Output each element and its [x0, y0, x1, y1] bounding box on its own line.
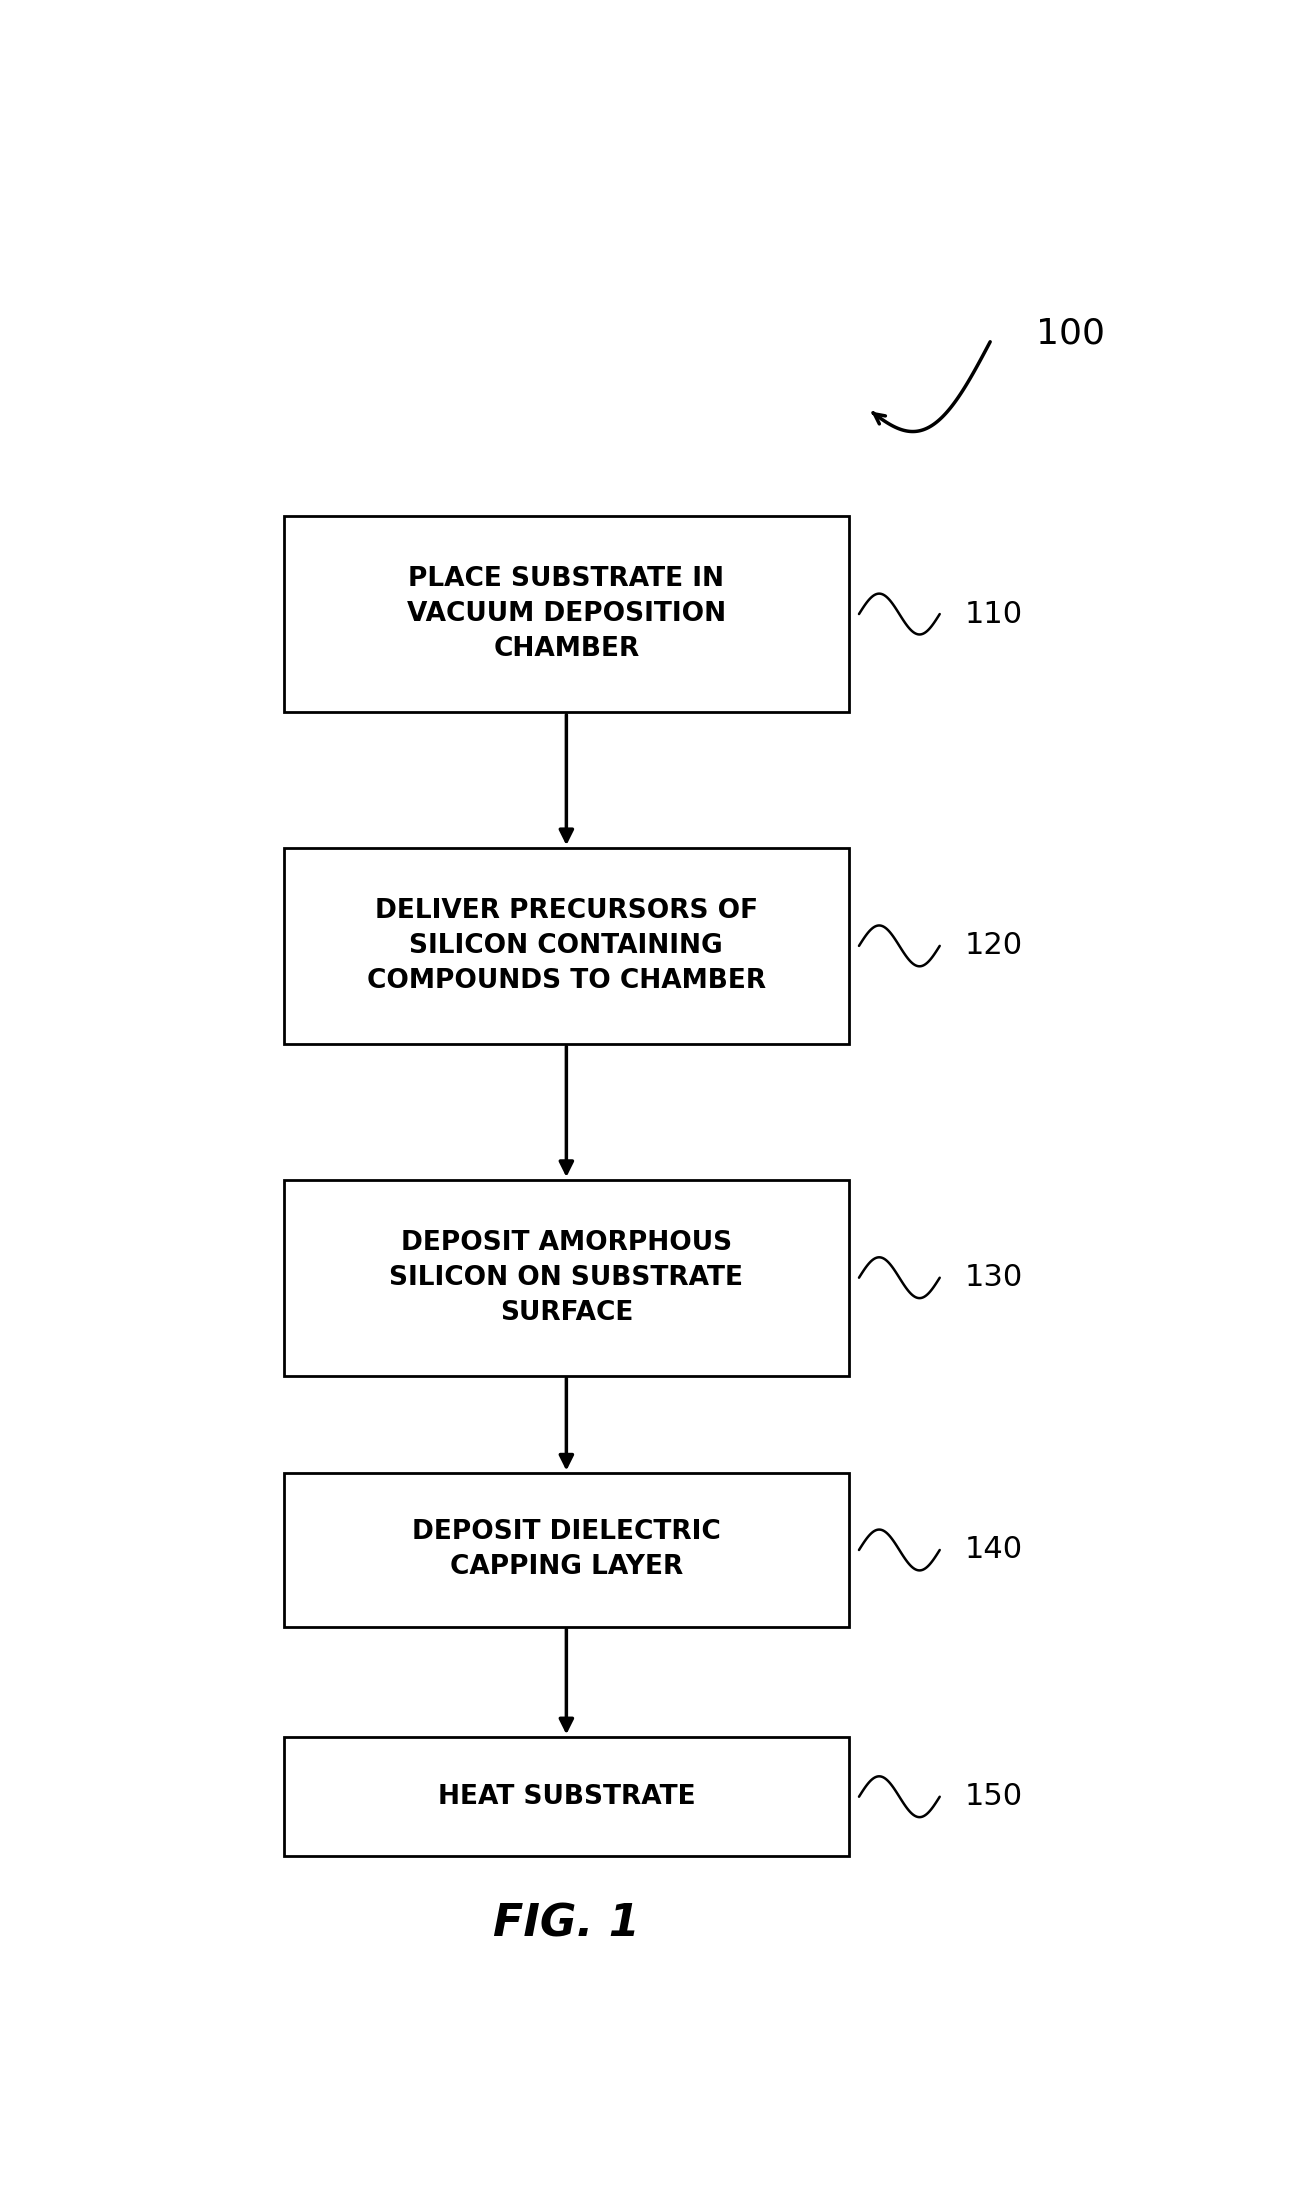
Text: FIG. 1: FIG. 1 [493, 1903, 639, 1945]
Text: HEAT SUBSTRATE: HEAT SUBSTRATE [437, 1783, 695, 1810]
Text: PLACE SUBSTRATE IN
VACUUM DEPOSITION
CHAMBER: PLACE SUBSTRATE IN VACUUM DEPOSITION CHA… [406, 566, 727, 663]
Text: DEPOSIT DIELECTRIC
CAPPING LAYER: DEPOSIT DIELECTRIC CAPPING LAYER [411, 1520, 721, 1580]
Bar [284, 1180, 849, 1375]
Bar [284, 1737, 849, 1856]
Text: 120: 120 [965, 930, 1023, 961]
Text: DEPOSIT AMORPHOUS
SILICON ON SUBSTRATE
SURFACE: DEPOSIT AMORPHOUS SILICON ON SUBSTRATE S… [389, 1229, 743, 1326]
Text: 150: 150 [965, 1781, 1023, 1812]
Bar [284, 849, 849, 1043]
Text: DELIVER PRECURSORS OF
SILICON CONTAINING
COMPOUNDS TO CHAMBER: DELIVER PRECURSORS OF SILICON CONTAINING… [367, 897, 766, 995]
Text: 100: 100 [1036, 316, 1105, 349]
Text: 110: 110 [965, 599, 1023, 628]
Bar [284, 517, 849, 712]
Text: 140: 140 [965, 1536, 1023, 1565]
Text: 130: 130 [965, 1264, 1023, 1293]
Bar [284, 1474, 849, 1627]
